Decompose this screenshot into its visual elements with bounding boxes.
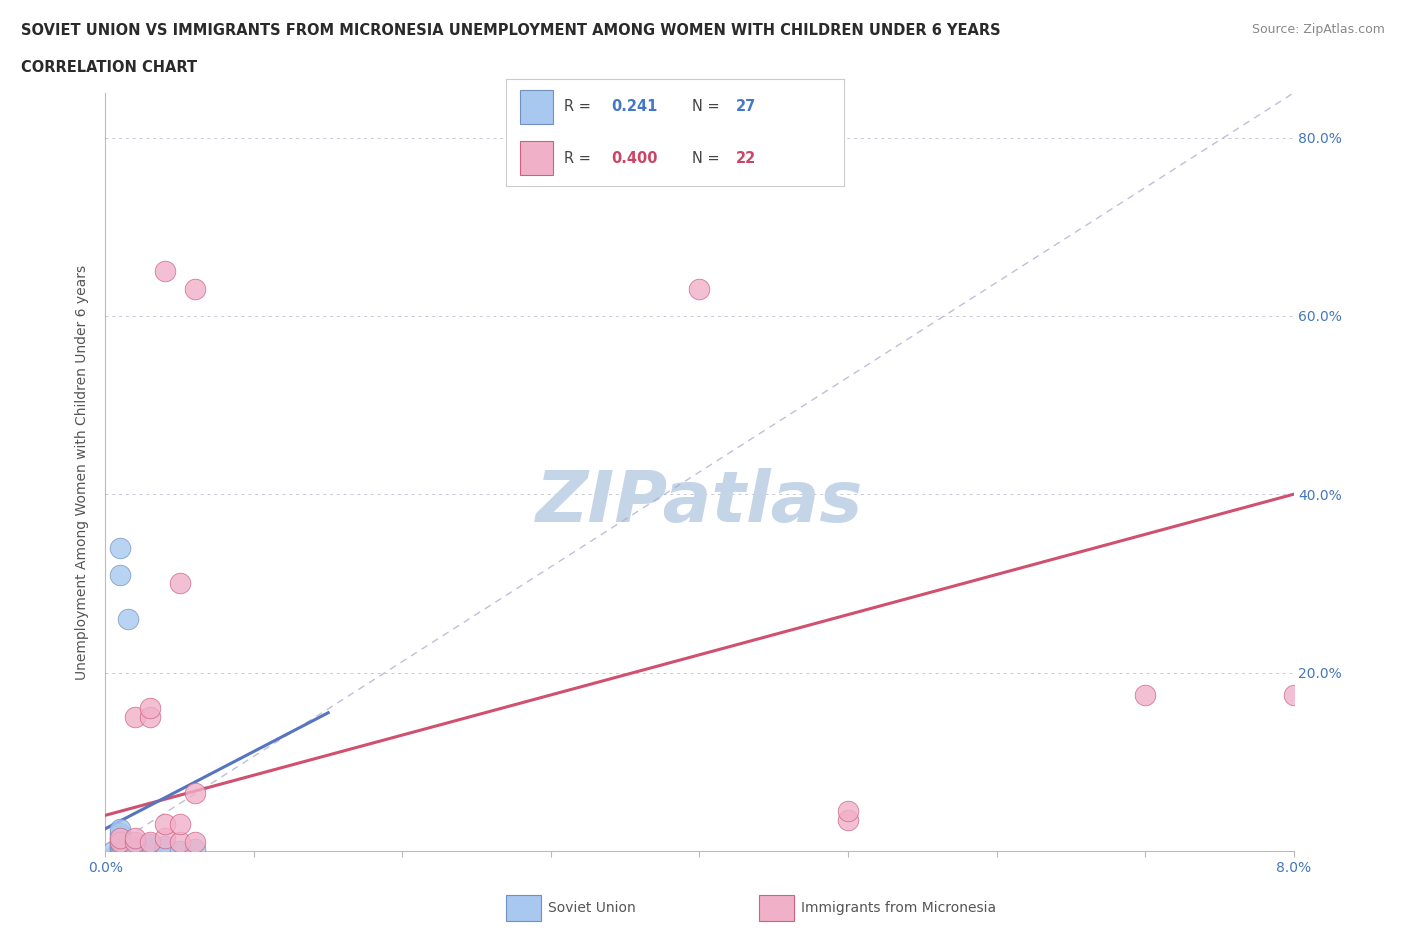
Text: CORRELATION CHART: CORRELATION CHART	[21, 60, 197, 75]
Text: Immigrants from Micronesia: Immigrants from Micronesia	[801, 900, 997, 915]
Text: 0.400: 0.400	[610, 151, 657, 166]
Text: Soviet Union: Soviet Union	[548, 900, 636, 915]
Point	[169, 834, 191, 849]
Point	[124, 710, 146, 724]
Y-axis label: Unemployment Among Women with Children Under 6 years: Unemployment Among Women with Children U…	[76, 264, 90, 680]
Point	[139, 836, 162, 851]
Point	[124, 830, 146, 845]
Point	[1133, 687, 1156, 702]
Point	[124, 844, 146, 858]
Point	[169, 576, 191, 591]
Point	[837, 812, 859, 827]
Point	[183, 842, 205, 857]
Point	[110, 567, 132, 582]
Point	[139, 844, 162, 858]
Text: 27: 27	[735, 100, 756, 114]
Point	[110, 830, 132, 845]
Point	[139, 841, 162, 856]
Point	[153, 830, 176, 845]
Text: 22: 22	[735, 151, 756, 166]
Point	[183, 282, 205, 297]
Point	[110, 826, 132, 841]
Point	[169, 844, 191, 858]
Point	[183, 786, 205, 801]
Point	[117, 844, 139, 858]
Point	[124, 841, 146, 856]
Bar	[520, 89, 554, 124]
Text: Source: ZipAtlas.com: Source: ZipAtlas.com	[1251, 23, 1385, 36]
Point	[110, 828, 132, 843]
Point	[139, 710, 162, 724]
Point	[153, 264, 176, 279]
Point	[110, 540, 132, 555]
Point	[110, 834, 132, 849]
Point	[139, 701, 162, 716]
Point	[101, 844, 124, 858]
Point	[110, 844, 132, 858]
Point	[153, 842, 176, 857]
Bar	[520, 141, 554, 175]
Text: 0.241: 0.241	[610, 100, 657, 114]
Point	[124, 834, 146, 849]
Point	[183, 834, 205, 849]
Point	[110, 836, 132, 851]
Point	[1282, 687, 1305, 702]
Point	[139, 834, 162, 849]
Point	[110, 834, 132, 849]
Point	[169, 817, 191, 831]
Point	[110, 842, 132, 857]
Text: SOVIET UNION VS IMMIGRANTS FROM MICRONESIA UNEMPLOYMENT AMONG WOMEN WITH CHILDRE: SOVIET UNION VS IMMIGRANTS FROM MICRONES…	[21, 23, 1001, 38]
Point	[131, 842, 153, 857]
Point	[153, 839, 176, 854]
Text: R =: R =	[564, 100, 595, 114]
Text: N =: N =	[692, 100, 724, 114]
Point	[117, 612, 139, 627]
Point	[110, 832, 132, 847]
Point	[124, 839, 146, 854]
Point	[153, 817, 176, 831]
Point	[110, 821, 132, 836]
Text: N =: N =	[692, 151, 724, 166]
Point	[110, 839, 132, 854]
Point	[110, 830, 132, 845]
Text: ZIPatlas: ZIPatlas	[536, 468, 863, 537]
Text: R =: R =	[564, 151, 595, 166]
Point	[837, 804, 859, 818]
Point	[689, 282, 711, 297]
Point	[110, 841, 132, 856]
